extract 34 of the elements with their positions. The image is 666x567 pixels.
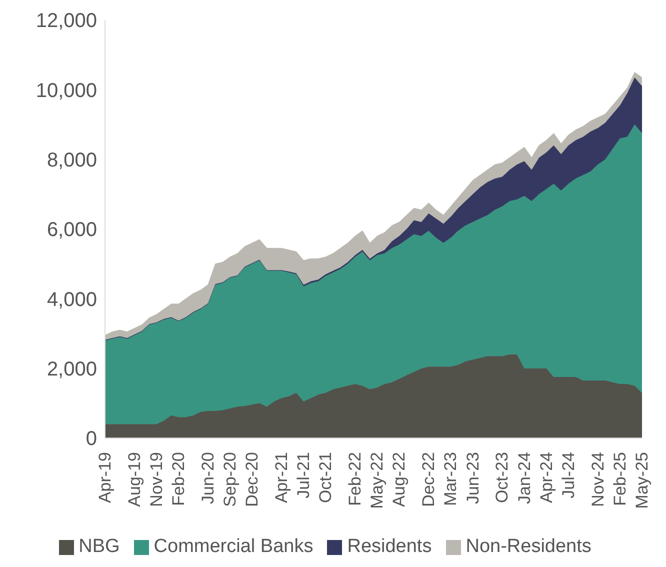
x-tick-label: Feb-22: [346, 452, 365, 506]
x-tick-label: Aug-19: [124, 452, 144, 507]
x-tick-label: Feb-20: [169, 452, 188, 506]
y-tick-label: 4,000: [46, 288, 97, 311]
y-tick-label: 6,000: [46, 219, 97, 242]
x-tick-label: Dec-20: [242, 452, 262, 507]
x-tick-label: Jun-23: [463, 452, 482, 504]
y-tick-label: 0: [86, 428, 97, 450]
x-tick-label: Feb-25: [610, 452, 630, 506]
x-tick-label: Apr-21: [272, 452, 292, 504]
x-tick-label: May-22: [368, 452, 387, 509]
x-tick-label: Nov-19: [146, 452, 166, 507]
x-tick-label: Dec-22: [419, 452, 438, 507]
x-tick-label: Mar-23: [441, 452, 460, 506]
x-tick-label: Jul-21: [294, 452, 314, 498]
y-tick-label: 2,000: [46, 358, 97, 380]
x-tick-label: Oct-21: [316, 452, 336, 504]
x-tick-label: Jan-24: [514, 452, 534, 504]
y-tick-label: 12,000: [36, 10, 97, 32]
legend-label: Residents: [347, 536, 432, 558]
legend-label: Commercial Banks: [154, 536, 314, 558]
x-tick-label: Oct-23: [492, 452, 512, 504]
y-tick-label: 10,000: [36, 80, 97, 102]
legend-label: Non-Residents: [466, 536, 592, 558]
x-tick-label: Jul-24: [558, 452, 578, 498]
x-tick-label: Sep-20: [220, 452, 240, 507]
legend-label: NBG: [78, 536, 120, 558]
x-tick-label: Apr-24: [536, 452, 556, 504]
x-tick-label: Jun-20: [198, 452, 218, 504]
x-tick-label: Apr-19: [96, 452, 114, 504]
x-tick-label: May-25: [632, 452, 652, 509]
x-tick-label: Nov-24: [588, 452, 608, 507]
y-tick-label: 8,000: [46, 149, 97, 172]
x-tick-label: Aug-22: [390, 452, 409, 507]
